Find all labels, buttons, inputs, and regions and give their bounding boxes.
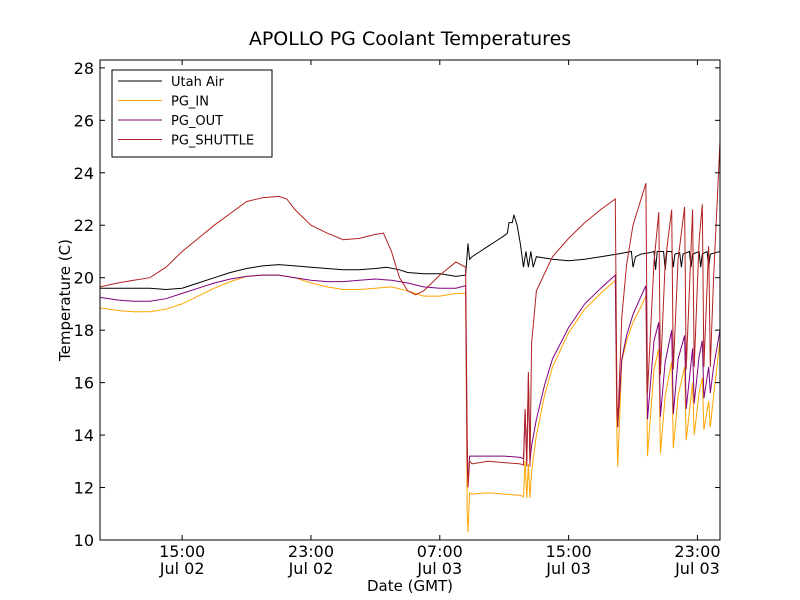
x-tick-date-label: Jul 03	[545, 559, 591, 578]
y-axis: 10 12 14 16 18 20 22 24 26 28	[74, 59, 720, 550]
series-line-0	[100, 214, 720, 291]
y-tick-label: 22	[74, 216, 94, 235]
chart-title: APOLLO PG Coolant Temperatures	[249, 28, 571, 50]
x-tick-date-label: Jul 03	[674, 559, 720, 578]
x-tick-date-label: Jul 03	[416, 559, 462, 578]
legend-label: PG_OUT	[171, 114, 223, 129]
y-tick-label: 26	[74, 111, 94, 130]
y-tick-label: 28	[74, 59, 94, 78]
legend: Utah Air PG_IN PG_OUT PG_SHUTTLE	[111, 69, 273, 158]
y-tick-label: 12	[74, 479, 94, 498]
legend-label: Utah Air	[171, 75, 224, 90]
x-tick-time-label: 23:00	[674, 542, 720, 561]
y-tick-label: 10	[74, 531, 94, 550]
x-axis-label: Date (GMT)	[367, 577, 453, 595]
y-tick-label: 20	[74, 269, 94, 288]
x-tick-time-label: 15:00	[546, 542, 592, 561]
legend-box	[111, 69, 273, 158]
plot-frame	[99, 59, 721, 541]
x-tick-date-label: Jul 02	[288, 559, 334, 578]
y-tick-label: 18	[74, 321, 94, 340]
y-axis-label: Temperature (C)	[56, 239, 74, 362]
x-tick-date-label: Jul 02	[159, 559, 205, 578]
legend-label: PG_IN	[171, 95, 209, 110]
legend-label: PG_SHUTTLE	[171, 134, 254, 149]
x-tick-time-label: 23:00	[288, 542, 334, 561]
x-tick-time-label: 07:00	[417, 542, 463, 561]
x-tick-time-label: 15:00	[159, 542, 205, 561]
y-tick-label: 24	[74, 164, 94, 183]
series-layer	[100, 141, 720, 533]
y-tick-label: 14	[74, 426, 94, 445]
y-tick-label: 16	[74, 374, 94, 393]
series-line-3	[100, 141, 720, 488]
